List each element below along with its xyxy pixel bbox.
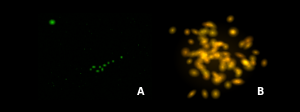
Text: B: B <box>256 86 263 96</box>
Text: A: A <box>137 86 145 96</box>
